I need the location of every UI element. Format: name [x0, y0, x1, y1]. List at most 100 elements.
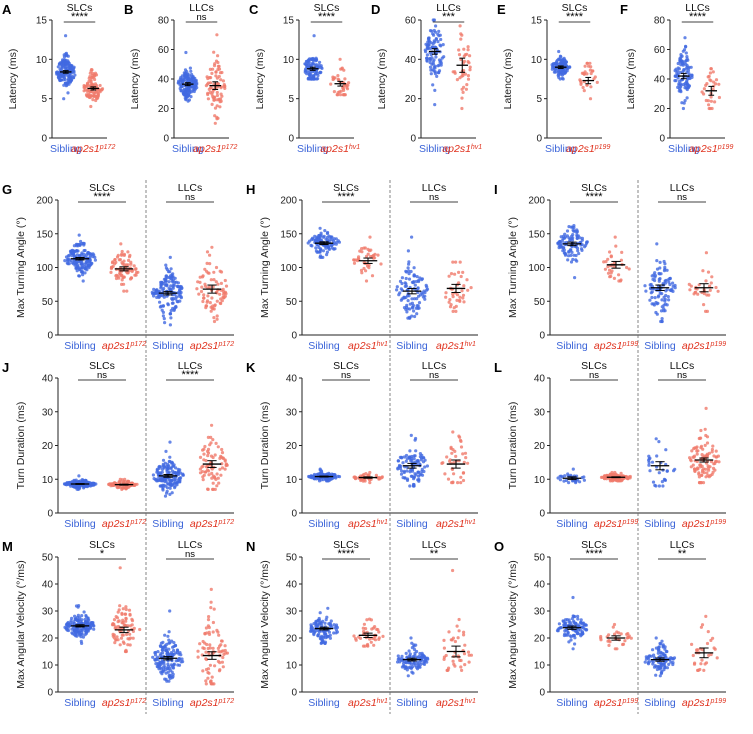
x-tick-label: Sibling: [545, 143, 577, 155]
data-point: [571, 233, 575, 237]
data-point: [93, 71, 98, 75]
data-point: [699, 481, 703, 485]
data-point: [563, 474, 567, 478]
data-point: [551, 64, 555, 68]
data-point: [614, 244, 618, 248]
data-point: [461, 73, 465, 78]
data-point: [329, 82, 333, 86]
data-point: [129, 260, 133, 264]
data-point: [89, 69, 93, 73]
data-point: [585, 241, 589, 245]
y-tick-label: 40: [405, 55, 417, 66]
data-point: [606, 265, 610, 269]
data-point: [89, 78, 93, 82]
data-point: [88, 95, 92, 100]
data-point: [116, 620, 120, 624]
data-point: [179, 653, 183, 657]
data-point: [208, 86, 213, 90]
data-point: [431, 42, 435, 46]
data-point: [167, 630, 171, 634]
data-point: [420, 470, 424, 474]
data-point: [214, 70, 218, 74]
data-point: [115, 616, 120, 620]
data-point: [82, 610, 86, 614]
data-point: [317, 632, 321, 636]
data-point: [660, 317, 664, 321]
x-tick-label: ap2s1p172: [190, 518, 234, 530]
data-point: [215, 33, 219, 37]
data-point: [317, 63, 321, 67]
data-point: [202, 458, 206, 462]
x-tick-label: ap2s1p172: [102, 697, 146, 709]
data-point: [77, 474, 81, 478]
data-point: [88, 254, 93, 258]
data-point: [362, 478, 366, 482]
data-point: [709, 652, 713, 657]
data-point: [454, 454, 458, 458]
data-point: [647, 460, 651, 465]
data-point: [121, 633, 125, 637]
data-point: [404, 284, 408, 288]
data-point: [462, 300, 466, 304]
data-point: [76, 263, 80, 267]
data-point: [83, 617, 87, 622]
data-point: [644, 657, 649, 661]
data-point: [396, 459, 400, 463]
data-point: [208, 81, 213, 85]
data-point: [215, 299, 219, 303]
y-tick-label: 30: [286, 607, 298, 618]
data-point: [202, 293, 206, 297]
data-point: [460, 96, 464, 100]
data-point: [446, 477, 451, 481]
data-point: [128, 253, 132, 257]
data-point: [211, 630, 215, 634]
data-point: [224, 292, 228, 296]
data-point: [75, 627, 79, 631]
data-point: [697, 436, 701, 441]
data-point: [407, 455, 411, 459]
data-point: [352, 475, 356, 479]
data-point: [170, 279, 174, 283]
data-point: [343, 77, 347, 81]
data-point: [184, 86, 188, 91]
data-point: [555, 58, 560, 62]
data-point: [364, 269, 368, 273]
x-tick-label: Sibling: [308, 340, 340, 352]
data-point: [449, 272, 454, 276]
data-point: [90, 621, 95, 625]
data-point: [425, 59, 429, 63]
data-point: [373, 252, 377, 256]
data-point: [557, 622, 562, 626]
data-point: [68, 65, 72, 69]
data-point: [207, 473, 211, 477]
data-point: [462, 630, 466, 634]
data-point: [318, 472, 322, 476]
data-point: [441, 43, 445, 47]
data-point: [220, 466, 225, 470]
data-point: [126, 258, 131, 262]
data-point: [405, 478, 410, 482]
data-point: [407, 277, 412, 281]
data-point: [170, 491, 174, 495]
data-point: [659, 309, 664, 313]
data-point: [83, 248, 87, 253]
y-tick-label: 60: [158, 45, 170, 56]
data-point: [206, 97, 210, 101]
data-point: [312, 34, 316, 38]
data-point: [176, 478, 181, 482]
data-point: [215, 90, 219, 95]
data-point: [588, 97, 593, 101]
data-point: [665, 288, 669, 292]
data-point: [410, 670, 414, 674]
data-point: [462, 85, 466, 89]
data-point: [330, 246, 334, 250]
data-point: [679, 53, 683, 57]
data-point: [206, 271, 210, 275]
data-point: [432, 28, 436, 33]
data-point: [684, 86, 689, 90]
data-point: [134, 267, 138, 271]
data-point: [701, 269, 705, 273]
data-point: [210, 245, 214, 249]
data-point: [702, 303, 706, 307]
data-point: [75, 249, 79, 253]
